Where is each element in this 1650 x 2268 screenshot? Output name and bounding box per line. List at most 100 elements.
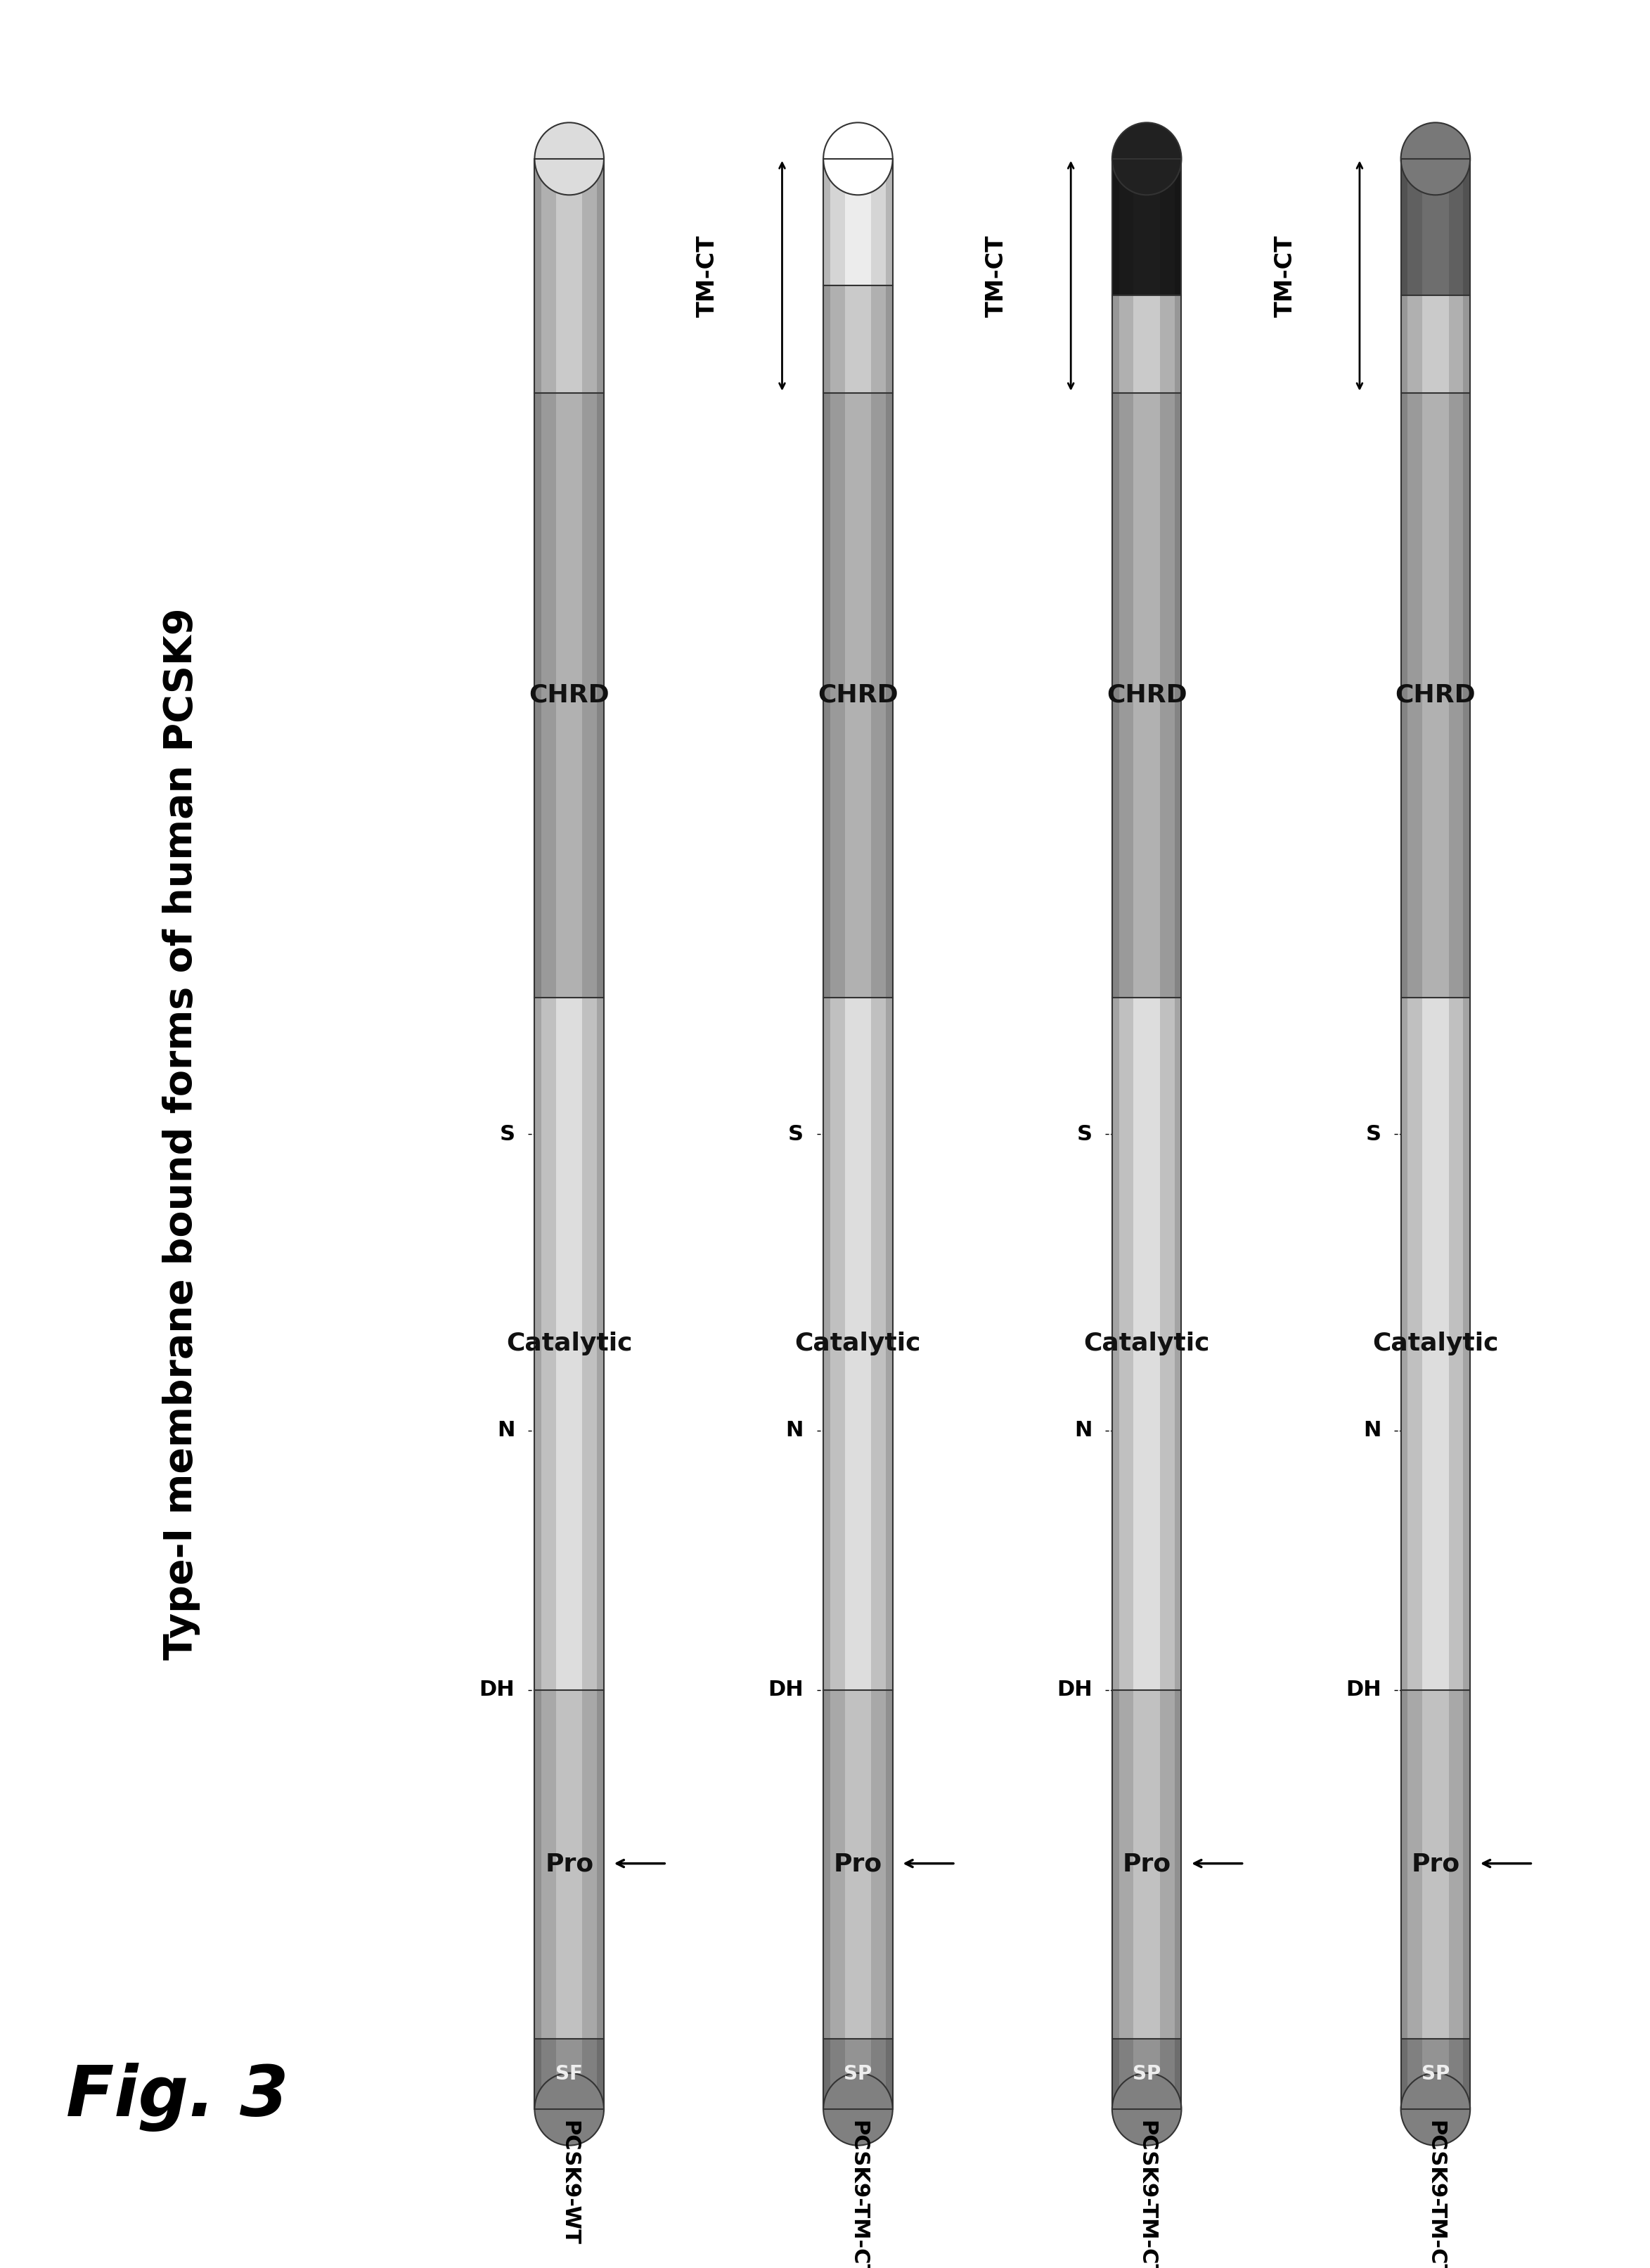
Text: S: S [789, 1125, 804, 1143]
Bar [886, 2039, 893, 2109]
Text: TM-CT: TM-CT [985, 236, 1008, 318]
Text: DH: DH [1056, 1681, 1092, 1701]
Bar [556, 159, 582, 392]
Text: CHRD: CHRD [1107, 683, 1186, 708]
Bar [1134, 1690, 1160, 2039]
Text: CHRD: CHRD [1396, 683, 1475, 708]
Bar [1112, 1690, 1181, 2039]
Bar [823, 1690, 830, 2039]
Bar [1422, 392, 1449, 998]
Bar [535, 159, 541, 392]
Bar [535, 2039, 541, 2109]
Bar [845, 392, 871, 998]
Bar [1134, 998, 1160, 1690]
Text: N: N [1074, 1420, 1092, 1440]
Bar [1175, 159, 1181, 295]
Bar [886, 286, 893, 392]
Bar [1401, 295, 1470, 392]
Bar [845, 1690, 871, 2039]
Bar [1401, 392, 1407, 998]
Bar [845, 998, 871, 1690]
Bar [1464, 392, 1470, 998]
Bar [1112, 159, 1119, 295]
Text: TM-CT: TM-CT [696, 236, 719, 318]
Bar [1401, 159, 1470, 2109]
Bar [1175, 2039, 1181, 2109]
Bar [1464, 1690, 1470, 2039]
Bar [1401, 2039, 1470, 2109]
Text: DH: DH [767, 1681, 804, 1701]
Bar [597, 392, 604, 998]
Ellipse shape [823, 122, 893, 195]
Bar [535, 998, 541, 1690]
Bar [1175, 998, 1181, 1690]
Text: Catalytic: Catalytic [1373, 1331, 1498, 1356]
Bar [597, 159, 604, 392]
Bar [535, 1690, 604, 2039]
Text: N: N [785, 1420, 804, 1440]
Text: CHRD: CHRD [818, 683, 898, 708]
Bar [1112, 295, 1119, 392]
Bar [886, 998, 893, 1690]
Bar [1134, 392, 1160, 998]
Text: S: S [500, 1125, 515, 1143]
Text: DH: DH [1345, 1681, 1381, 1701]
Bar [1401, 392, 1470, 998]
Bar [1401, 998, 1407, 1690]
Bar [1175, 295, 1181, 392]
Bar [823, 998, 893, 1690]
Bar [1422, 295, 1449, 392]
Bar [1134, 159, 1160, 295]
Bar [823, 2039, 893, 2109]
Bar [823, 392, 830, 998]
Ellipse shape [1112, 2073, 1181, 2146]
Bar [535, 1690, 541, 2039]
Text: SP: SP [1132, 2064, 1162, 2084]
Text: Pro: Pro [1411, 1853, 1460, 1876]
Bar [556, 1690, 582, 2039]
Bar [1112, 159, 1181, 2109]
Bar [1422, 998, 1449, 1690]
Bar [823, 159, 830, 286]
Text: Pro: Pro [1122, 1853, 1172, 1876]
Bar [1112, 998, 1181, 1690]
Bar [1175, 1690, 1181, 2039]
Bar [1134, 2039, 1160, 2109]
Bar [886, 392, 893, 998]
Ellipse shape [1401, 2073, 1470, 2146]
Bar [1175, 392, 1181, 998]
Bar [886, 159, 893, 286]
Text: Catalytic: Catalytic [1084, 1331, 1209, 1356]
Ellipse shape [535, 2073, 604, 2146]
Bar [823, 286, 830, 392]
Bar [823, 286, 893, 392]
Bar [1112, 295, 1181, 392]
Bar [845, 159, 871, 286]
Text: N: N [1363, 1420, 1381, 1440]
Text: Type-I membrane bound forms of human PCSK9: Type-I membrane bound forms of human PCS… [162, 608, 201, 1660]
Bar [1112, 2039, 1181, 2109]
Bar [1112, 392, 1119, 998]
Bar [845, 2039, 871, 2109]
Bar [597, 998, 604, 1690]
Ellipse shape [1112, 122, 1181, 195]
Bar [1464, 2039, 1470, 2109]
Bar [535, 159, 604, 392]
Bar [1422, 2039, 1449, 2109]
Bar [1112, 159, 1181, 295]
Bar [1112, 998, 1119, 1690]
Bar [886, 1690, 893, 2039]
Bar [1134, 295, 1160, 392]
Ellipse shape [1401, 122, 1470, 195]
Text: PCSK9-TM-CT-Lamp1: PCSK9-TM-CT-Lamp1 [1137, 2121, 1157, 2268]
Bar [1401, 159, 1470, 295]
Bar [1422, 1690, 1449, 2039]
Bar [823, 2039, 830, 2109]
Bar [823, 1690, 893, 2039]
Bar [1464, 998, 1470, 1690]
Bar [1464, 295, 1470, 392]
Text: Fig. 3: Fig. 3 [66, 2064, 289, 2132]
Bar [1112, 392, 1181, 998]
Text: PCSK9-TM-CT-ACE2: PCSK9-TM-CT-ACE2 [1426, 2121, 1445, 2268]
Bar [535, 159, 604, 2109]
